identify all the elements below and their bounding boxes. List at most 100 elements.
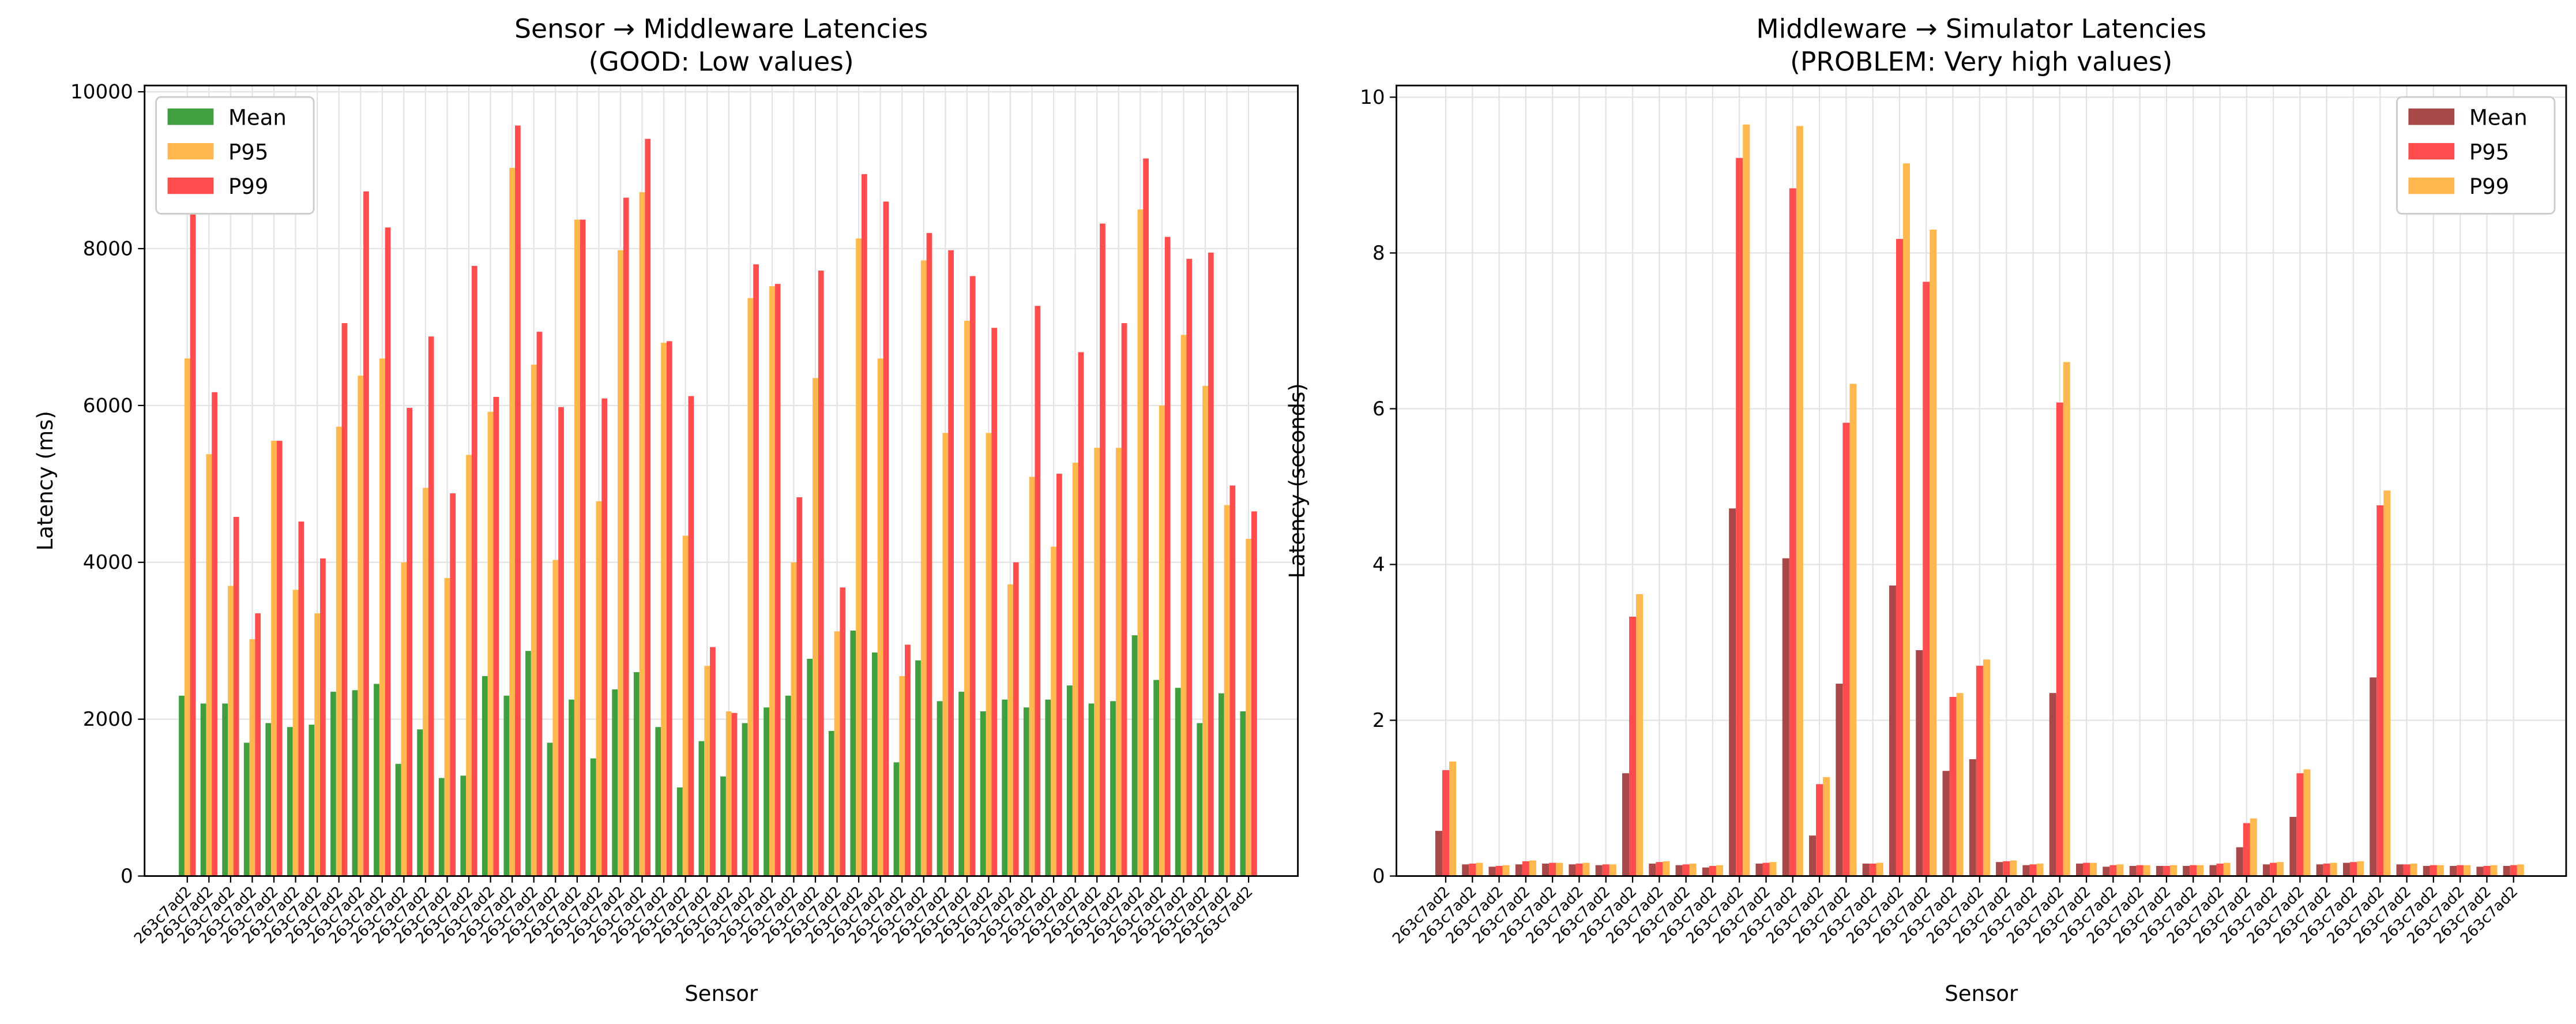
bar	[179, 695, 185, 876]
bar	[2156, 865, 2163, 876]
bar	[964, 321, 970, 876]
bar	[2209, 865, 2217, 876]
bar	[1013, 562, 1019, 876]
y-tick-label: 10	[1360, 86, 1385, 109]
bar	[1164, 237, 1171, 876]
bar	[2356, 861, 2364, 876]
bar	[1930, 229, 1937, 876]
bar	[385, 227, 391, 876]
bar	[1529, 860, 1536, 876]
bar	[969, 276, 976, 876]
bar	[525, 651, 531, 876]
bar	[1051, 546, 1056, 876]
bar	[1023, 707, 1029, 876]
bar	[1675, 865, 1683, 876]
bar	[1110, 701, 1116, 876]
chart-title: Sensor → Middleware Latencies	[514, 14, 928, 44]
bar	[958, 692, 964, 876]
bar	[2464, 865, 2471, 876]
y-tick-label: 2000	[83, 708, 133, 731]
bar	[1159, 405, 1165, 876]
bar	[769, 286, 775, 876]
bar	[1202, 385, 1208, 876]
bar	[2423, 865, 2430, 876]
bar	[2349, 862, 2357, 876]
bar	[2510, 865, 2517, 876]
bar	[1115, 448, 1122, 876]
bar	[2109, 865, 2117, 876]
bar	[861, 174, 867, 876]
bar	[352, 690, 358, 876]
bar	[358, 376, 364, 876]
bar	[314, 613, 321, 876]
y-tick-label: 2	[1372, 709, 1385, 732]
bar	[1729, 508, 1736, 876]
bar	[1956, 693, 1964, 876]
bar	[341, 323, 348, 876]
bar	[1045, 699, 1051, 876]
bar	[1435, 831, 1442, 876]
legend-label: Mean	[2469, 106, 2528, 130]
bar	[292, 590, 299, 876]
bar	[1442, 770, 1450, 876]
bar	[569, 699, 574, 876]
bar	[731, 712, 738, 876]
bar	[1088, 703, 1095, 876]
legend-swatch	[2408, 142, 2455, 160]
bar	[1743, 124, 1750, 876]
bar	[742, 723, 748, 876]
bar	[1131, 635, 1138, 876]
axes-frame	[144, 84, 1299, 877]
y-tick-label: 4	[1372, 553, 1385, 576]
bar	[2010, 860, 2017, 876]
bar	[2396, 864, 2404, 876]
bar	[1682, 864, 1690, 876]
bar	[2036, 863, 2044, 876]
bar	[688, 396, 694, 876]
bar	[2049, 693, 2056, 876]
bar	[2517, 864, 2524, 876]
bar	[249, 639, 255, 876]
bar	[395, 764, 401, 876]
bar	[2430, 865, 2437, 876]
bar	[2103, 867, 2110, 876]
bar	[450, 493, 456, 876]
bar	[850, 631, 856, 876]
bar	[1549, 862, 1556, 876]
bar	[1072, 463, 1078, 876]
bar	[926, 232, 932, 876]
y-tick-label: 4000	[83, 551, 133, 574]
bar	[1656, 862, 1663, 876]
bar	[1842, 422, 1850, 876]
bar	[1007, 584, 1013, 876]
bar	[1755, 863, 1763, 876]
bar	[2190, 865, 2197, 876]
bar	[601, 398, 608, 876]
bar	[2029, 864, 2037, 876]
bar	[682, 535, 689, 876]
bar	[639, 192, 645, 876]
bar	[840, 587, 846, 876]
bar	[2450, 865, 2457, 876]
bar	[379, 358, 385, 876]
bar	[710, 647, 716, 876]
bar	[2022, 865, 2030, 876]
bar	[2056, 402, 2063, 876]
bar	[1789, 188, 1796, 876]
bar	[1923, 282, 1930, 876]
bar	[1716, 865, 1723, 876]
bar	[2169, 865, 2177, 876]
chart-subtitle: (GOOD: Low values)	[589, 47, 854, 77]
bar	[206, 454, 212, 876]
y-tick-label: 8	[1372, 242, 1385, 265]
legend-swatch	[167, 108, 214, 125]
bar	[618, 250, 623, 876]
bar	[623, 197, 629, 876]
bar	[980, 711, 986, 876]
bar	[1969, 759, 1976, 876]
bar	[704, 666, 710, 876]
bar	[1462, 864, 1469, 876]
bar	[276, 441, 283, 876]
y-tick-label: 6000	[83, 394, 133, 417]
